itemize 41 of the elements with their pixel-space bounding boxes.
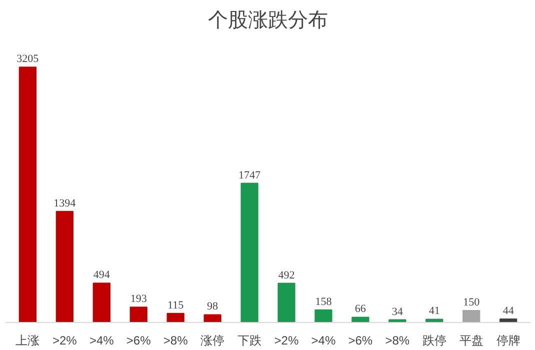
x-tick-label: 平盘 xyxy=(459,334,484,348)
x-tick-label: >2% xyxy=(274,334,299,348)
x-tick-label: >8% xyxy=(385,334,410,348)
data-label: 150 xyxy=(463,296,480,309)
x-tick-label: 跌停 xyxy=(422,334,446,348)
bar xyxy=(18,66,36,322)
x-tick-label: >6% xyxy=(126,334,152,348)
data-label: 1394 xyxy=(54,197,76,210)
data-label: 494 xyxy=(93,269,110,282)
data-label: 44 xyxy=(502,304,514,317)
x-tick-label: 停牌 xyxy=(496,334,520,348)
data-label: 98 xyxy=(207,300,219,313)
data-label: 492 xyxy=(278,269,295,282)
x-tick-label: >6% xyxy=(348,334,373,348)
data-label: 1747 xyxy=(238,169,262,182)
x-tick-label: >4% xyxy=(89,334,114,348)
chart-title: 个股涨跌分布 xyxy=(208,8,328,32)
x-tick-label: 上涨 xyxy=(16,334,40,348)
data-label: 41 xyxy=(428,305,440,318)
data-label: 115 xyxy=(168,299,184,312)
data-label: 66 xyxy=(354,303,366,316)
data-label: 158 xyxy=(315,296,332,308)
data-label: 3205 xyxy=(16,53,40,66)
bar xyxy=(130,306,148,322)
bar xyxy=(204,314,222,322)
bar xyxy=(462,310,480,322)
data-label: 34 xyxy=(392,306,404,318)
x-tick-label: >8% xyxy=(163,334,188,348)
bar xyxy=(426,318,444,322)
x-tick-label: 涨停 xyxy=(200,334,225,348)
x-tick-label: >2% xyxy=(52,334,78,348)
bar xyxy=(166,312,184,322)
bar xyxy=(278,282,296,322)
bar xyxy=(56,210,74,322)
x-tick-label: 下跌 xyxy=(238,334,262,348)
bar xyxy=(352,316,370,322)
data-label: 193 xyxy=(130,293,148,306)
bar xyxy=(240,182,258,322)
bar xyxy=(92,282,110,322)
x-tick-label: >4% xyxy=(311,334,336,348)
bar xyxy=(314,309,332,322)
